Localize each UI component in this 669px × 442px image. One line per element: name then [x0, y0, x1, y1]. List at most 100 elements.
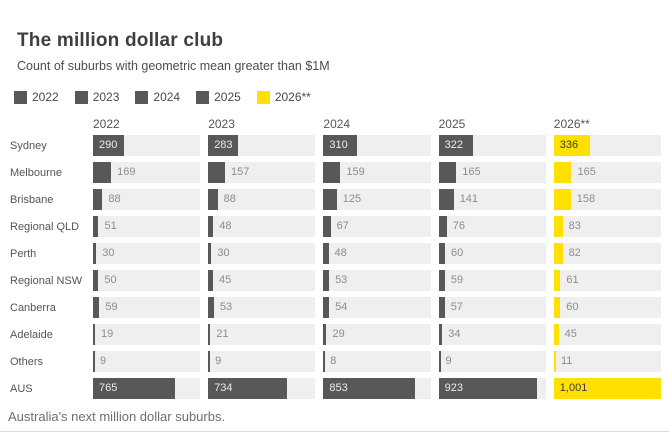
bar-track: 59: [93, 297, 201, 318]
caption: Australia's next million dollar suburbs.: [8, 409, 226, 424]
bar-track: 30: [93, 243, 201, 264]
bar-value: 11: [560, 355, 573, 367]
bar-value: 60: [451, 247, 464, 259]
bar: [438, 351, 441, 372]
bar-value: 158: [576, 193, 596, 205]
bar-value: 765: [99, 382, 118, 394]
page-title: The million dollar club: [17, 30, 224, 51]
bar-track: 48: [323, 243, 431, 264]
bar-value: 76: [452, 220, 465, 232]
bar: [208, 324, 211, 345]
bar-track: 19: [93, 324, 201, 345]
table-row: Perth 30 30 48 60 82: [10, 243, 661, 264]
bar: [323, 270, 330, 291]
bar-value: 59: [105, 301, 118, 313]
bar-value: 336: [559, 139, 579, 151]
bar-value: 48: [219, 220, 232, 232]
bar-value: 29: [332, 328, 345, 340]
bar-value: 9: [99, 355, 107, 367]
bar-value: 923: [444, 382, 463, 394]
bar: [553, 189, 571, 210]
legend-swatch-icon: [14, 90, 27, 104]
bar-value: 290: [99, 139, 118, 151]
row-label: Sydney: [10, 139, 47, 152]
bar: [208, 243, 212, 264]
row-label: Others: [10, 355, 44, 368]
bar-track: 61: [553, 270, 661, 291]
bar-track: 76: [438, 216, 546, 237]
bar: [438, 297, 445, 318]
bar: [208, 189, 218, 210]
bar-track: 9: [438, 351, 546, 372]
row-label: Brisbane: [10, 193, 54, 206]
bar-track: 82: [553, 243, 661, 264]
bar-value: 1,001: [559, 382, 588, 394]
bar: [438, 243, 446, 264]
bar-track: 9: [93, 351, 201, 372]
bar-track: 734: [208, 378, 316, 399]
bar-value: 60: [566, 301, 579, 313]
table-row: Regional NSW 50 45 53 59 61: [10, 270, 661, 291]
bar: [438, 189, 454, 210]
bar-track: 53: [323, 270, 431, 291]
bar-track: 11: [553, 351, 661, 372]
bar-value: 51: [104, 220, 117, 232]
legend-item: 2025: [196, 90, 241, 104]
legend-swatch-icon: [135, 90, 149, 104]
column-header: 2022: [93, 117, 120, 131]
page-subtitle: Count of suburbs with geometric mean gre…: [17, 59, 330, 73]
bar: [438, 378, 538, 399]
bar: [438, 162, 457, 183]
table-row: Others 9 9 8 9 11: [10, 351, 661, 372]
bar-track: 29: [323, 324, 431, 345]
bar: [323, 243, 329, 264]
bar: [208, 135, 239, 156]
bar-value: 45: [219, 274, 232, 286]
legend-label: 2024: [153, 90, 181, 104]
bar-track: 125: [323, 189, 431, 210]
bar: [438, 324, 443, 345]
bar-value: 310: [329, 139, 348, 151]
bar-value: 853: [329, 382, 348, 394]
bar-value: 169: [117, 166, 136, 178]
bar-track: 310: [323, 135, 431, 156]
bar-track: 322: [438, 135, 546, 156]
bar-value: 9: [215, 355, 222, 367]
bar-value: 159: [346, 166, 365, 178]
table-row: Melbourne 169 157 159 165 165: [10, 162, 661, 183]
bar: [323, 162, 341, 183]
bar-track: 1,001: [553, 378, 661, 399]
bar-track: 51: [93, 216, 201, 237]
legend-swatch-icon: [196, 90, 210, 104]
bar: [208, 216, 214, 237]
bar-track: 60: [438, 243, 546, 264]
row-label: Regional QLD: [10, 220, 80, 233]
bar: [208, 378, 287, 399]
row-label: Melbourne: [10, 166, 62, 179]
bar-track: 30: [208, 243, 316, 264]
bar-value: 19: [101, 328, 114, 340]
table-row: Sydney 290 283 310 322 336: [10, 135, 661, 156]
bar-value: 283: [214, 139, 233, 151]
bar-track: 60: [553, 297, 661, 318]
bar-track: 283: [208, 135, 316, 156]
row-label: Canberra: [10, 301, 56, 314]
bar-value: 88: [223, 193, 236, 205]
legend-item: 2023: [74, 90, 119, 104]
bar-track: 853: [323, 378, 431, 399]
chart: 2022 2023 2024 2025 2026** Sydney 290 283 310 32…: [10, 117, 661, 399]
bar-track: 45: [208, 270, 316, 291]
bar: [323, 297, 330, 318]
bar-track: 165: [553, 162, 661, 183]
row-label: Adelaide: [10, 328, 53, 341]
bar: [93, 135, 125, 156]
table-row: Regional QLD 51 48 67 76 83: [10, 216, 661, 237]
table-row: Adelaide 19 21 29 34 45: [10, 324, 661, 345]
bar: [323, 324, 327, 345]
bar-value: 30: [102, 247, 115, 259]
column-header: 2023: [208, 117, 235, 131]
legend-item: 2022: [14, 90, 59, 104]
bar-value: 157: [231, 166, 250, 178]
bar: [553, 162, 572, 183]
bar-track: 765: [93, 378, 201, 399]
